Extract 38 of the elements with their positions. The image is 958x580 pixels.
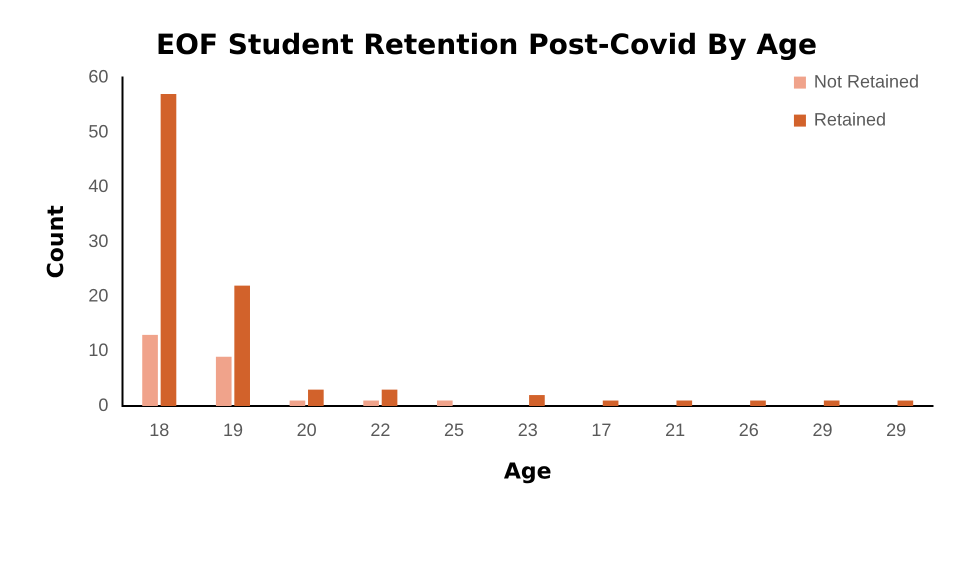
y-axis-title: Count (44, 204, 69, 278)
x-tick-label: 29 (886, 420, 906, 440)
y-tick-label: 50 (88, 121, 108, 142)
bar (382, 390, 398, 406)
bar (436, 400, 453, 406)
y-tick-label: 30 (88, 230, 108, 251)
bar (216, 356, 232, 406)
bar (529, 395, 545, 406)
chart-title: EOF Student Retention Post-Covid By Age (156, 28, 818, 62)
bar (363, 400, 379, 406)
x-tick-label: 18 (149, 420, 170, 440)
x-tick-label: 17 (591, 420, 612, 440)
bar (160, 94, 176, 406)
bar (898, 400, 914, 406)
x-tick-label: 25 (444, 420, 464, 440)
bar (676, 400, 692, 406)
y-tick-label: 10 (88, 340, 108, 360)
legend-label: Retained (814, 110, 886, 130)
legend-label: Not Retained (814, 72, 920, 92)
bar (142, 334, 158, 406)
x-tick-label: 21 (665, 420, 686, 440)
x-tick-label: 22 (370, 420, 390, 440)
bar (234, 286, 250, 406)
x-tick-label: 29 (812, 420, 832, 440)
y-tick-label: 20 (88, 286, 108, 306)
y-tick-label: 60 (88, 66, 108, 87)
x-tick-label: 23 (518, 420, 538, 440)
y-tick-label: 40 (88, 176, 108, 196)
x-axis-title: Age (504, 460, 552, 485)
bar (824, 400, 840, 406)
bar (308, 390, 324, 406)
x-tick-label: 19 (222, 420, 243, 440)
x-tick-label: 26 (738, 420, 759, 440)
bar (290, 400, 306, 406)
bar (602, 400, 618, 406)
y-tick-label: 0 (98, 394, 108, 415)
x-tick-label: 20 (296, 420, 317, 440)
bar (750, 400, 766, 406)
